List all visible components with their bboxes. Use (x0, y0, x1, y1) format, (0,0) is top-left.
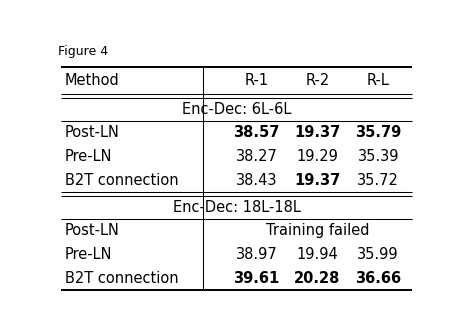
Text: 38.57: 38.57 (233, 125, 280, 140)
Text: 38.43: 38.43 (236, 173, 277, 188)
Text: R-1: R-1 (244, 73, 268, 88)
Text: Figure 4: Figure 4 (58, 45, 108, 58)
Text: B2T connection: B2T connection (65, 271, 178, 286)
Text: B2T connection: B2T connection (65, 173, 178, 188)
Text: Post-LN: Post-LN (65, 125, 120, 140)
Text: 36.66: 36.66 (355, 271, 401, 286)
Text: R-2: R-2 (305, 73, 329, 88)
Text: Training failed: Training failed (266, 223, 369, 238)
Text: 35.79: 35.79 (355, 125, 401, 140)
Text: 35.39: 35.39 (358, 149, 399, 164)
Text: Pre-LN: Pre-LN (65, 247, 112, 262)
Text: 19.37: 19.37 (294, 125, 340, 140)
Text: 35.72: 35.72 (357, 173, 399, 188)
Text: 19.29: 19.29 (297, 149, 338, 164)
Text: 38.27: 38.27 (236, 149, 277, 164)
Text: 19.94: 19.94 (297, 247, 338, 262)
Text: 20.28: 20.28 (294, 271, 340, 286)
Text: Method: Method (65, 73, 120, 88)
Text: Enc-Dec: 6L-6L: Enc-Dec: 6L-6L (182, 102, 292, 116)
Text: Pre-LN: Pre-LN (65, 149, 112, 164)
Text: 19.37: 19.37 (294, 173, 340, 188)
Text: R-L: R-L (367, 73, 389, 88)
Text: Post-LN: Post-LN (65, 223, 120, 238)
Text: 38.97: 38.97 (236, 247, 277, 262)
Text: 35.99: 35.99 (358, 247, 399, 262)
Text: 39.61: 39.61 (233, 271, 280, 286)
Text: Enc-Dec: 18L-18L: Enc-Dec: 18L-18L (173, 199, 301, 214)
